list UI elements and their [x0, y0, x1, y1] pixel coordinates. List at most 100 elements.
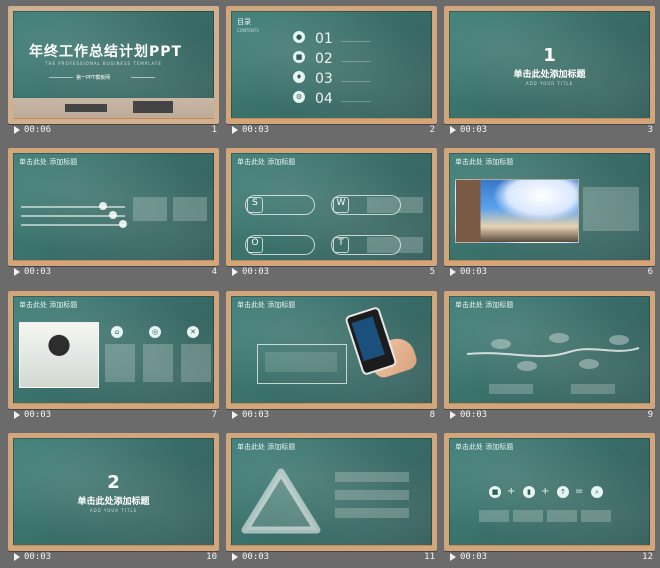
slide-9-title: 单击此处 添加标题 — [455, 301, 514, 309]
section-title: 单击此处添加标题 — [513, 70, 586, 80]
slide-6-time: 00:03 — [450, 267, 487, 277]
slide-12-number: 12 — [642, 552, 653, 562]
slide-thumbnail-3[interactable]: 1 单击此处添加标题 ADD YOUR TITLE 00:03 3 — [444, 6, 655, 135]
slide-thumbnail-5[interactable]: 单击此处 添加标题 S W O T 00:03 5 — [226, 148, 437, 277]
slide-6-title: 单击此处 添加标题 — [455, 158, 514, 166]
slide-4-title: 单击此处 添加标题 — [19, 158, 78, 166]
toc-line — [341, 61, 371, 62]
text-block — [265, 352, 337, 372]
slide-12-title: 单击此处 添加标题 — [455, 443, 514, 451]
play-icon — [232, 552, 238, 561]
play-icon — [450, 410, 456, 419]
timeline-dot — [109, 211, 117, 219]
slide-8-title: 单击此处 添加标题 — [237, 301, 296, 309]
text-block — [335, 472, 409, 482]
play-icon — [14, 552, 20, 561]
slide-11-preview: 单击此处 添加标题 — [226, 433, 437, 551]
slide-7-title: 单击此处 添加标题 — [19, 301, 78, 309]
slide-4-time: 00:03 — [14, 267, 51, 277]
slide-1-tag: 第一PPT模板网 — [76, 75, 111, 81]
slide-thumbnail-9[interactable]: 单击此处 添加标题 00:03 9 — [444, 291, 655, 420]
equals-icon: = — [575, 486, 584, 497]
slide-7-preview: 单击此处 添加标题 ⌂ ◎ ✕ — [8, 291, 219, 409]
slide-2-subtitle: CONTENTS — [237, 28, 259, 33]
slide-1-subtitle: THE PROFESSIONAL BUSINESS TEMPLATE — [45, 61, 162, 66]
text-block — [581, 510, 611, 522]
toc-line — [341, 41, 371, 42]
section-subtitle: ADD YOUR TITLE — [89, 508, 138, 513]
slide-10-time: 00:03 — [14, 552, 51, 562]
slide-thumbnail-7[interactable]: 单击此处 添加标题 ⌂ ◎ ✕ 00:03 7 — [8, 291, 219, 420]
business-photo — [19, 322, 99, 388]
text-block — [547, 510, 577, 522]
slide-9-meta: 00:03 9 — [444, 410, 655, 422]
slide-thumbnail-10[interactable]: 2 单击此处添加标题 ADD YOUR TITLE 00:03 10 — [8, 433, 219, 562]
text-block — [367, 197, 423, 213]
slide-5-time: 00:03 — [232, 267, 269, 277]
slide-thumbnail-1[interactable]: 年终工作总结计划PPT THE PROFESSIONAL BUSINESS TE… — [8, 6, 219, 135]
slide-thumbnail-6[interactable]: 单击此处 添加标题 00:03 6 — [444, 148, 655, 277]
slide-thumbnail-11[interactable]: 单击此处 添加标题 00:03 11 — [226, 433, 437, 562]
slide-10-meta: 00:03 10 — [8, 552, 219, 564]
slide-11-time: 00:03 — [232, 552, 269, 562]
slide-5-meta: 00:03 5 — [226, 267, 437, 279]
slide-8-time: 00:03 — [232, 410, 269, 420]
slide-11-number: 11 — [424, 552, 435, 562]
gear-icon: ⚙ — [293, 91, 305, 103]
slide-1-meta: 00:06 1 — [8, 125, 219, 137]
text-block — [571, 384, 615, 394]
slide-thumbnail-12[interactable]: 单击此处 添加标题 ■ + ▮ + ↑ = ⌕ 00:03 12 — [444, 433, 655, 562]
slide-thumbnail-4[interactable]: 单击此处 添加标题 00:03 4 — [8, 148, 219, 277]
slide-7-number: 7 — [211, 410, 217, 420]
slide-10-preview: 2 单击此处添加标题 ADD YOUR TITLE — [8, 433, 219, 551]
slide-1-number: 1 — [211, 125, 217, 135]
slide-12-time: 00:03 — [450, 552, 487, 562]
toc-item-1: 01 — [315, 31, 333, 47]
text-frame — [257, 344, 347, 384]
slide-2-number: 2 — [429, 125, 435, 135]
slide-8-number: 8 — [429, 410, 435, 420]
timeline-dot — [99, 202, 107, 210]
swot-letter-s: S — [247, 197, 263, 213]
text-block — [489, 384, 533, 394]
slide-9-number: 9 — [647, 410, 653, 420]
slide-thumbnail-8[interactable]: 单击此处 添加标题 00:03 8 — [226, 291, 437, 420]
text-block — [133, 197, 167, 221]
slide-1-rule-left — [49, 77, 73, 78]
slide-4-meta: 00:03 4 — [8, 267, 219, 279]
text-block — [335, 508, 409, 518]
slide-6-preview: 单击此处 添加标题 — [444, 148, 655, 266]
lock-icon: ■ — [489, 486, 501, 498]
slide-5-preview: 单击此处 添加标题 S W O T — [226, 148, 437, 266]
leaf-branch-illustration — [466, 333, 640, 371]
desk-item — [133, 101, 173, 113]
phone-photo — [344, 305, 398, 377]
chart-icon: ▮ — [523, 486, 535, 498]
home-icon: ⌂ — [111, 326, 123, 338]
slide-8-meta: 00:03 8 — [226, 410, 437, 422]
slide-12-meta: 00:03 12 — [444, 552, 655, 564]
plus-icon: + — [541, 486, 550, 497]
slide-2-time: 00:03 — [232, 125, 269, 135]
slide-thumbnail-2[interactable]: 目录 CONTENTS ● ■ ♦ ⚙ 01 02 03 04 00:03 2 — [226, 6, 437, 135]
plus-icon: + — [507, 486, 516, 497]
play-icon — [14, 125, 20, 134]
user-icon: ● — [293, 31, 305, 43]
play-icon — [232, 410, 238, 419]
lock-icon: ■ — [293, 51, 305, 63]
slide-7-time: 00:03 — [14, 410, 51, 420]
climber-photo — [455, 179, 579, 243]
slide-2-header: 目录 CONTENTS — [237, 17, 259, 33]
target-icon: ◎ — [149, 326, 161, 338]
slide-1-time: 00:06 — [14, 125, 51, 135]
slide-3-number: 3 — [647, 125, 653, 135]
slide-11-title: 单击此处 添加标题 — [237, 443, 296, 451]
slide-9-time: 00:03 — [450, 410, 487, 420]
tools-icon: ✕ — [187, 326, 199, 338]
slide-11-meta: 00:03 11 — [226, 552, 437, 564]
timeline-line — [21, 224, 125, 226]
section-number: 2 — [107, 472, 120, 493]
text-block — [479, 510, 509, 522]
slide-10-number: 10 — [206, 552, 217, 562]
slide-9-preview: 单击此处 添加标题 — [444, 291, 655, 409]
